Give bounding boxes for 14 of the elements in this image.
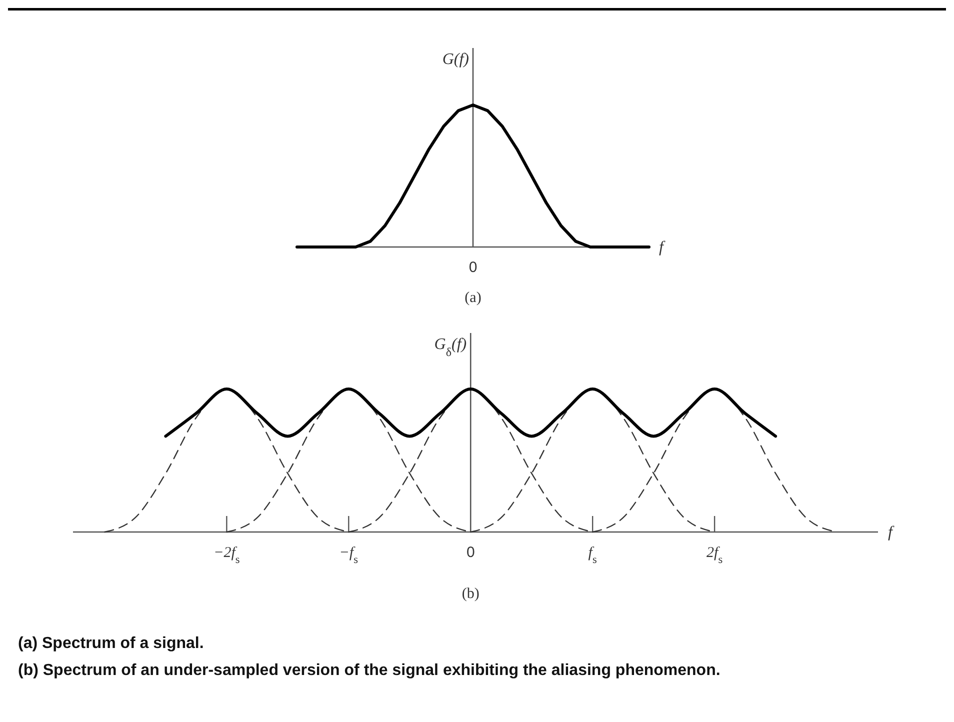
text: (b) [462,586,480,602]
x-axis-title: f [659,239,666,256]
x-tick-label: −f$_{s}$ [339,545,358,566]
y-axis-title: G$_{δ}$(f) [434,336,467,359]
x-tick-label: −2f$_{s}$ [214,545,240,566]
text: 0 [468,259,478,276]
text: (a) [464,290,482,306]
y-axis-title: G(f) [442,51,469,68]
x-axis-title: f [888,524,895,541]
x-tick-label: 0 [466,544,475,561]
text: (b) Spectrum of an under-sampled version of the signal exhibiting the aliasing phenomenon. [18,662,720,679]
x-tick-label: f$_{s}$ [588,545,597,566]
text: (a) Spectrum of a signal. [18,635,204,652]
x-tick-label: 2f$_{s}$ [706,545,723,566]
